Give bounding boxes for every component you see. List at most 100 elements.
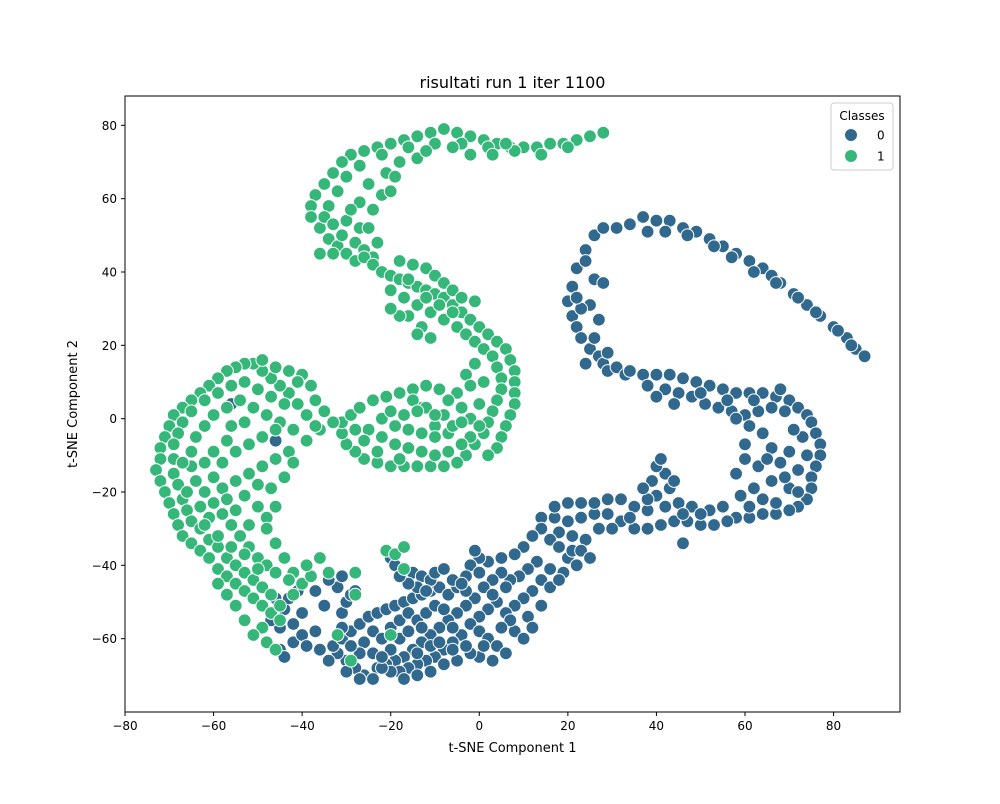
scatter-point-class-0 <box>658 382 673 397</box>
scatter-point-class-1 <box>468 356 482 371</box>
scatter-point-class-1 <box>264 606 279 620</box>
scatter-point-class-1 <box>463 378 478 393</box>
scatter-point-class-0 <box>760 452 774 466</box>
scatter-point-class-0 <box>543 532 557 547</box>
scatter-point-class-1 <box>392 309 407 323</box>
scatter-point-class-0 <box>516 631 531 646</box>
scatter-point-class-0 <box>658 499 673 514</box>
scatter-point-class-1 <box>251 477 265 492</box>
scatter-point-class-1 <box>259 635 274 650</box>
scatter-point-class-1 <box>237 613 252 628</box>
scatter-point-class-1 <box>224 378 239 393</box>
scatter-point-class-0 <box>476 580 491 595</box>
scatter-point-class-1 <box>383 404 398 419</box>
scatter-point-class-0 <box>720 514 735 529</box>
scatter-point-class-1 <box>246 628 261 642</box>
scatter-point-class-1 <box>277 397 292 411</box>
scatter-point-class-0 <box>791 485 805 499</box>
scatter-point-class-1 <box>472 419 487 433</box>
x-tick-label: 0 <box>475 719 483 733</box>
x-tick-label: 80 <box>826 719 841 733</box>
scatter-point-class-1 <box>259 408 274 422</box>
scatter-point-class-1 <box>410 151 425 166</box>
scatter-point-class-0 <box>366 672 380 686</box>
scatter-point-class-0 <box>654 518 668 532</box>
scatter-point-class-0 <box>432 635 447 650</box>
scatter-point-class-1 <box>224 419 239 433</box>
scatter-point-class-0 <box>623 217 637 232</box>
scatter-point-class-1 <box>264 587 279 602</box>
scatter-point-class-0 <box>662 367 677 382</box>
scatter-point-class-1 <box>224 540 239 554</box>
scatter-point-class-1 <box>410 404 425 419</box>
scatter-point-class-0 <box>640 521 655 536</box>
scatter-point-class-0 <box>707 239 721 254</box>
scatter-point-class-1 <box>437 122 451 136</box>
scatter-point-class-0 <box>423 664 438 679</box>
scatter-point-class-0 <box>640 224 655 239</box>
scatter-point-class-1 <box>215 455 230 470</box>
scatter-point-class-1 <box>476 375 491 389</box>
scatter-point-class-0 <box>649 213 664 228</box>
scatter-point-class-0 <box>702 378 717 393</box>
points-layer <box>149 122 872 686</box>
scatter-point-class-1 <box>282 573 296 587</box>
scatter-point-class-0 <box>786 422 801 437</box>
scatter-point-class-1 <box>277 470 292 485</box>
scatter-point-class-1 <box>193 499 208 514</box>
scatter-point-class-1 <box>220 433 234 448</box>
scatter-point-class-0 <box>583 551 597 565</box>
scatter-point-class-1 <box>454 400 469 415</box>
scatter-point-class-0 <box>729 466 743 481</box>
scatter-point-class-0 <box>574 543 588 558</box>
scatter-point-class-0 <box>352 617 367 631</box>
scatter-point-class-0 <box>654 452 668 466</box>
scatter-point-class-1 <box>211 529 225 543</box>
scatter-point-class-0 <box>667 474 681 488</box>
scatter-point-class-0 <box>676 371 690 386</box>
scatter-point-class-1 <box>330 628 345 642</box>
scatter-point-class-1 <box>246 591 261 606</box>
scatter-point-class-0 <box>437 657 451 672</box>
scatter-point-class-0 <box>543 562 557 576</box>
scatter-point-class-1 <box>463 147 478 162</box>
scatter-point-class-1 <box>308 393 323 408</box>
scatter-point-class-0 <box>299 639 314 653</box>
scatter-point-class-0 <box>352 672 367 686</box>
scatter-point-class-0 <box>729 411 743 426</box>
scatter-point-class-1 <box>282 364 296 378</box>
legend-title: Classes <box>839 109 884 123</box>
scatter-point-class-1 <box>410 459 425 474</box>
scatter-point-class-1 <box>543 136 557 151</box>
scatter-point-class-0 <box>600 492 615 507</box>
scatter-point-class-0 <box>724 250 739 265</box>
plot-frame <box>124 95 901 713</box>
scatter-point-class-0 <box>755 492 770 507</box>
scatter-point-class-1 <box>202 551 217 565</box>
scatter-point-class-0 <box>476 639 491 653</box>
scatter-point-class-0 <box>432 580 447 595</box>
scatter-point-class-1 <box>206 444 221 459</box>
scatter-point-class-0 <box>468 591 482 606</box>
scatter-point-class-0 <box>649 389 664 404</box>
scatter-point-class-1 <box>472 397 487 411</box>
scatter-point-class-1 <box>388 437 403 452</box>
y-tick-label: 0 <box>109 412 117 426</box>
scatter-point-class-1 <box>401 441 416 455</box>
x-tick-label: −60 <box>201 719 226 733</box>
scatter-point-class-1 <box>211 576 225 591</box>
scatter-point-class-1 <box>410 129 425 144</box>
scatter-point-class-0 <box>277 650 292 664</box>
scatter-point-class-1 <box>419 290 434 305</box>
scatter-point-class-1 <box>357 144 372 158</box>
scatter-point-class-1 <box>237 547 252 562</box>
scatter-point-class-0 <box>516 540 531 554</box>
scatter-point-class-0 <box>547 499 562 514</box>
scatter-point-class-1 <box>242 518 256 532</box>
scatter-point-class-1 <box>352 400 367 415</box>
scatter-point-class-1 <box>468 294 482 309</box>
scatter-point-class-1 <box>414 444 429 459</box>
scatter-point-class-1 <box>255 430 270 444</box>
scatter-point-class-1 <box>499 136 513 151</box>
scatter-point-class-0 <box>667 514 681 529</box>
